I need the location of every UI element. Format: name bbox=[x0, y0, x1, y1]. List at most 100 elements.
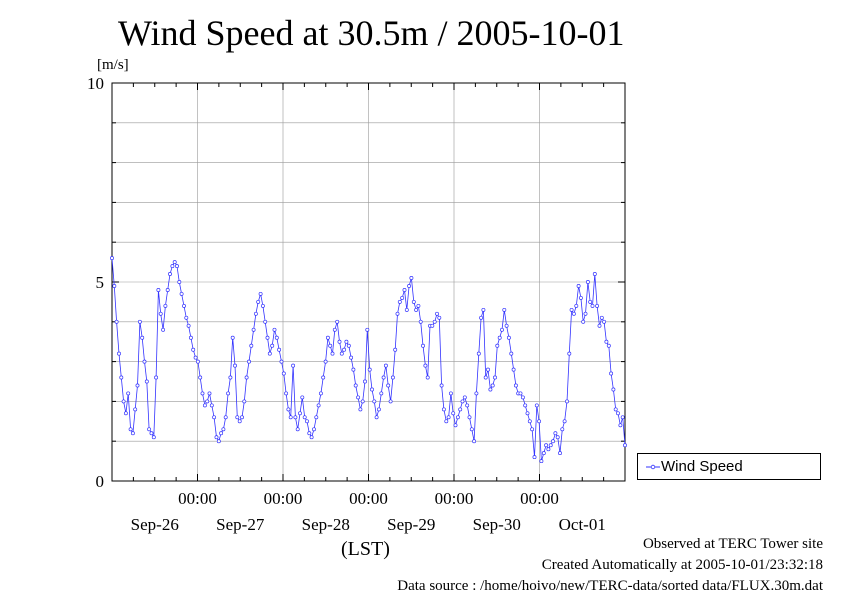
axis-ticks bbox=[111, 82, 626, 482]
data-point bbox=[221, 427, 226, 432]
data-point bbox=[460, 399, 465, 404]
x-date-tick-label: Sep-26 bbox=[131, 515, 179, 534]
data-point bbox=[520, 395, 525, 400]
data-point bbox=[416, 303, 421, 308]
data-point bbox=[251, 327, 256, 332]
data-point bbox=[302, 415, 307, 420]
data-point bbox=[597, 323, 602, 328]
footer-site: Observed at TERC Tower site bbox=[642, 536, 823, 552]
legend: Wind Speed bbox=[637, 453, 821, 480]
data-point bbox=[161, 327, 166, 332]
data-point bbox=[332, 327, 337, 332]
x-time-tick-label: 00:00 bbox=[178, 489, 217, 508]
data-point bbox=[223, 415, 228, 420]
data-point bbox=[486, 367, 490, 372]
data-point bbox=[430, 323, 435, 328]
data-point bbox=[219, 431, 224, 436]
data-point bbox=[451, 411, 456, 416]
data-point bbox=[165, 288, 170, 292]
data-point bbox=[349, 355, 354, 360]
x-date-tick-label: Sep-28 bbox=[302, 515, 350, 534]
x-date-tick-label: Sep-27 bbox=[216, 515, 265, 534]
data-point bbox=[293, 415, 298, 420]
data-point bbox=[295, 427, 300, 432]
data-point bbox=[342, 347, 347, 352]
data-point bbox=[448, 391, 453, 396]
data-point bbox=[458, 407, 463, 412]
data-point bbox=[135, 383, 140, 388]
data-point bbox=[623, 443, 627, 448]
data-point bbox=[188, 335, 193, 340]
data-point bbox=[379, 391, 384, 396]
data-point bbox=[462, 395, 467, 400]
data-point bbox=[351, 367, 356, 372]
data-point bbox=[240, 415, 244, 420]
data-point bbox=[590, 303, 595, 308]
y-tick-label: 0 bbox=[96, 472, 105, 491]
data-point bbox=[374, 415, 379, 420]
data-point bbox=[263, 319, 268, 324]
x-axis-label: (LST) bbox=[341, 538, 390, 560]
data-point bbox=[465, 403, 470, 408]
data-point bbox=[216, 439, 221, 444]
data-point bbox=[265, 335, 270, 340]
data-point bbox=[110, 256, 114, 261]
y-axis-unit-label: [m/s] bbox=[97, 57, 129, 73]
data-point bbox=[395, 311, 400, 316]
data-point bbox=[555, 435, 560, 440]
x-date-tick-label: Sep-30 bbox=[473, 515, 521, 534]
data-point bbox=[230, 335, 235, 340]
data-point bbox=[258, 291, 263, 296]
data-point bbox=[119, 375, 124, 380]
data-point bbox=[560, 427, 565, 432]
data-point bbox=[253, 311, 258, 316]
data-point bbox=[365, 327, 370, 332]
data-point bbox=[237, 419, 242, 424]
data-point bbox=[117, 351, 121, 356]
data-point bbox=[567, 351, 572, 356]
y-tick-label: 5 bbox=[96, 273, 105, 292]
data-point bbox=[330, 351, 335, 356]
data-point bbox=[602, 319, 607, 324]
data-point bbox=[339, 351, 344, 356]
data-point bbox=[472, 439, 477, 444]
data-point bbox=[551, 439, 555, 444]
data-point bbox=[186, 323, 191, 328]
data-point bbox=[184, 315, 189, 320]
data-point bbox=[613, 407, 618, 412]
data-point bbox=[599, 315, 604, 320]
data-point bbox=[407, 284, 412, 288]
data-point bbox=[474, 391, 479, 396]
data-point bbox=[383, 363, 388, 368]
data-point bbox=[179, 291, 184, 296]
data-point bbox=[140, 335, 145, 340]
data-point bbox=[335, 319, 340, 324]
data-point bbox=[502, 307, 507, 312]
data-point bbox=[177, 280, 182, 284]
data-point bbox=[163, 303, 168, 308]
data-point bbox=[548, 443, 553, 448]
data-point bbox=[404, 307, 409, 312]
data-point bbox=[421, 343, 425, 348]
data-point bbox=[390, 375, 395, 380]
data-point bbox=[360, 399, 365, 404]
data-point bbox=[170, 264, 175, 269]
data-point bbox=[247, 359, 251, 364]
data-point bbox=[305, 419, 309, 424]
chart-title: Wind Speed at 30.5m / 2005-10-01 bbox=[118, 13, 625, 53]
data-point bbox=[142, 359, 147, 364]
data-point bbox=[583, 311, 588, 316]
data-point bbox=[411, 299, 416, 304]
data-point bbox=[147, 427, 152, 432]
data-point bbox=[530, 427, 535, 432]
data-point bbox=[393, 347, 398, 352]
data-point bbox=[288, 415, 293, 420]
data-point bbox=[414, 307, 419, 312]
data-point bbox=[226, 391, 231, 396]
data-point bbox=[272, 327, 277, 332]
data-point bbox=[133, 407, 138, 412]
data-point bbox=[437, 315, 442, 320]
data-point bbox=[581, 319, 586, 324]
data-point bbox=[207, 391, 212, 396]
data-point bbox=[534, 403, 539, 408]
